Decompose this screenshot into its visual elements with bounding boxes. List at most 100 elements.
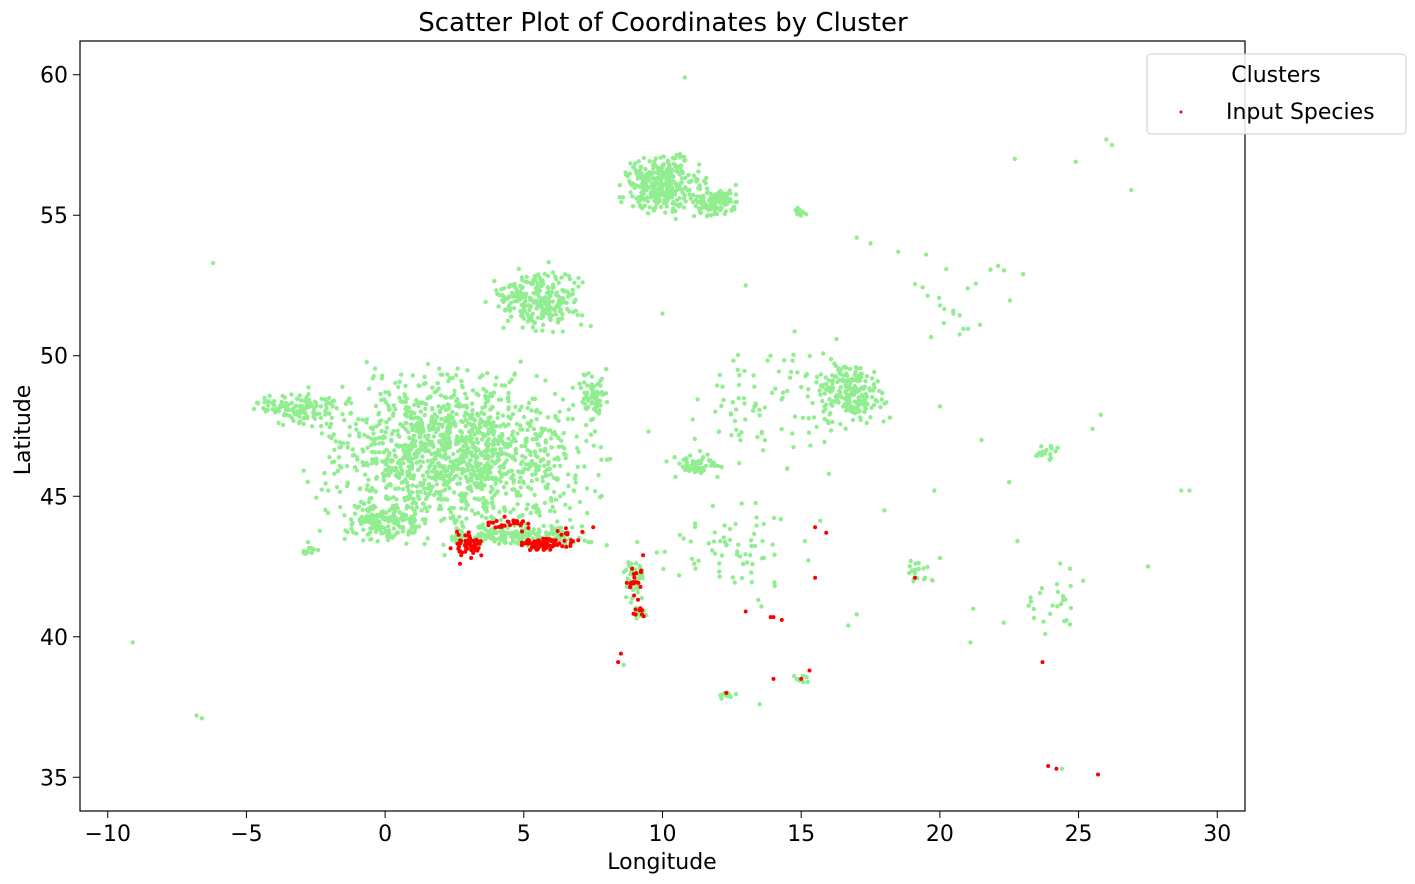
- background-point: [365, 434, 370, 439]
- background-point: [624, 584, 630, 589]
- background-point: [544, 473, 550, 478]
- background-point: [652, 185, 657, 191]
- input-species-point: [633, 607, 638, 612]
- background-point: [390, 514, 396, 519]
- background-point: [548, 495, 554, 501]
- background-point: [311, 547, 316, 552]
- background-point: [435, 414, 440, 420]
- background-point: [506, 284, 512, 290]
- background-point: [435, 381, 440, 386]
- background-point: [515, 502, 520, 507]
- background-point: [525, 303, 531, 308]
- background-point: [425, 435, 430, 440]
- background-point: [481, 495, 486, 501]
- background-point: [505, 525, 510, 530]
- background-point: [573, 480, 578, 485]
- background-point: [647, 177, 652, 183]
- background-point: [475, 440, 480, 445]
- background-point: [558, 438, 564, 443]
- background-point: [475, 447, 481, 452]
- background-point: [499, 537, 505, 542]
- background-point: [552, 391, 558, 397]
- input-species-point: [559, 532, 564, 537]
- background-point: [460, 403, 465, 409]
- background-point: [357, 434, 362, 439]
- background-point: [447, 486, 452, 491]
- background-point: [349, 526, 354, 532]
- background-point: [472, 432, 477, 437]
- input-species-point: [779, 617, 784, 622]
- background-point: [306, 385, 311, 390]
- background-point: [739, 501, 744, 506]
- background-point: [470, 408, 475, 413]
- background-point: [332, 447, 337, 452]
- background-point: [830, 419, 835, 425]
- background-point: [548, 293, 553, 299]
- background-point: [833, 394, 838, 399]
- background-point: [369, 485, 375, 491]
- background-point: [395, 530, 400, 535]
- background-point: [714, 205, 719, 211]
- background-point: [620, 195, 626, 200]
- background-point: [661, 566, 666, 572]
- input-species-point: [1054, 766, 1059, 771]
- background-point: [850, 406, 856, 412]
- background-point: [925, 564, 930, 570]
- x-tick-label: 15: [787, 822, 815, 847]
- background-point: [404, 451, 409, 456]
- background-point: [309, 424, 315, 429]
- background-point: [502, 308, 508, 313]
- background-point: [379, 376, 384, 381]
- background-point: [454, 373, 459, 378]
- background-point: [369, 537, 374, 542]
- background-point: [715, 383, 720, 388]
- background-point: [429, 414, 435, 419]
- background-point: [426, 448, 432, 453]
- background-point: [365, 463, 370, 468]
- input-species-point: [494, 519, 499, 523]
- background-point: [477, 497, 482, 502]
- background-point: [323, 412, 328, 417]
- background-point: [868, 241, 873, 246]
- background-point: [957, 332, 962, 337]
- background-point: [379, 418, 384, 423]
- legend: Clusters Input Species: [1146, 53, 1407, 135]
- background-point: [545, 482, 551, 487]
- background-point: [467, 463, 473, 468]
- background-point: [782, 358, 787, 363]
- background-point: [791, 352, 796, 357]
- background-point: [420, 501, 426, 506]
- background-point: [523, 294, 528, 299]
- background-point: [553, 497, 559, 502]
- background-point: [637, 170, 642, 176]
- background-point: [913, 569, 918, 574]
- background-point: [858, 366, 863, 371]
- background-point: [806, 387, 811, 392]
- input-species-point: [591, 525, 596, 530]
- background-point: [941, 321, 946, 326]
- background-point: [855, 406, 860, 412]
- input-species-point: [912, 575, 917, 580]
- background-point: [536, 442, 541, 448]
- background-point: [496, 541, 502, 546]
- background-point: [732, 418, 738, 424]
- background-point: [588, 432, 594, 437]
- background-point: [652, 193, 658, 198]
- background-point: [937, 303, 943, 308]
- background-point: [710, 548, 715, 553]
- background-point: [545, 273, 551, 279]
- background-point: [697, 162, 702, 167]
- background-point: [537, 513, 542, 518]
- input-species-point: [545, 541, 550, 546]
- background-point: [672, 455, 677, 460]
- background-point: [752, 531, 757, 536]
- background-point: [744, 560, 750, 565]
- background-point: [706, 541, 711, 546]
- background-point: [728, 412, 734, 417]
- background-point: [381, 478, 387, 483]
- background-point: [330, 404, 336, 409]
- background-point: [896, 249, 901, 254]
- background-point: [742, 401, 747, 406]
- background-point: [1058, 601, 1064, 607]
- background-point: [489, 454, 495, 459]
